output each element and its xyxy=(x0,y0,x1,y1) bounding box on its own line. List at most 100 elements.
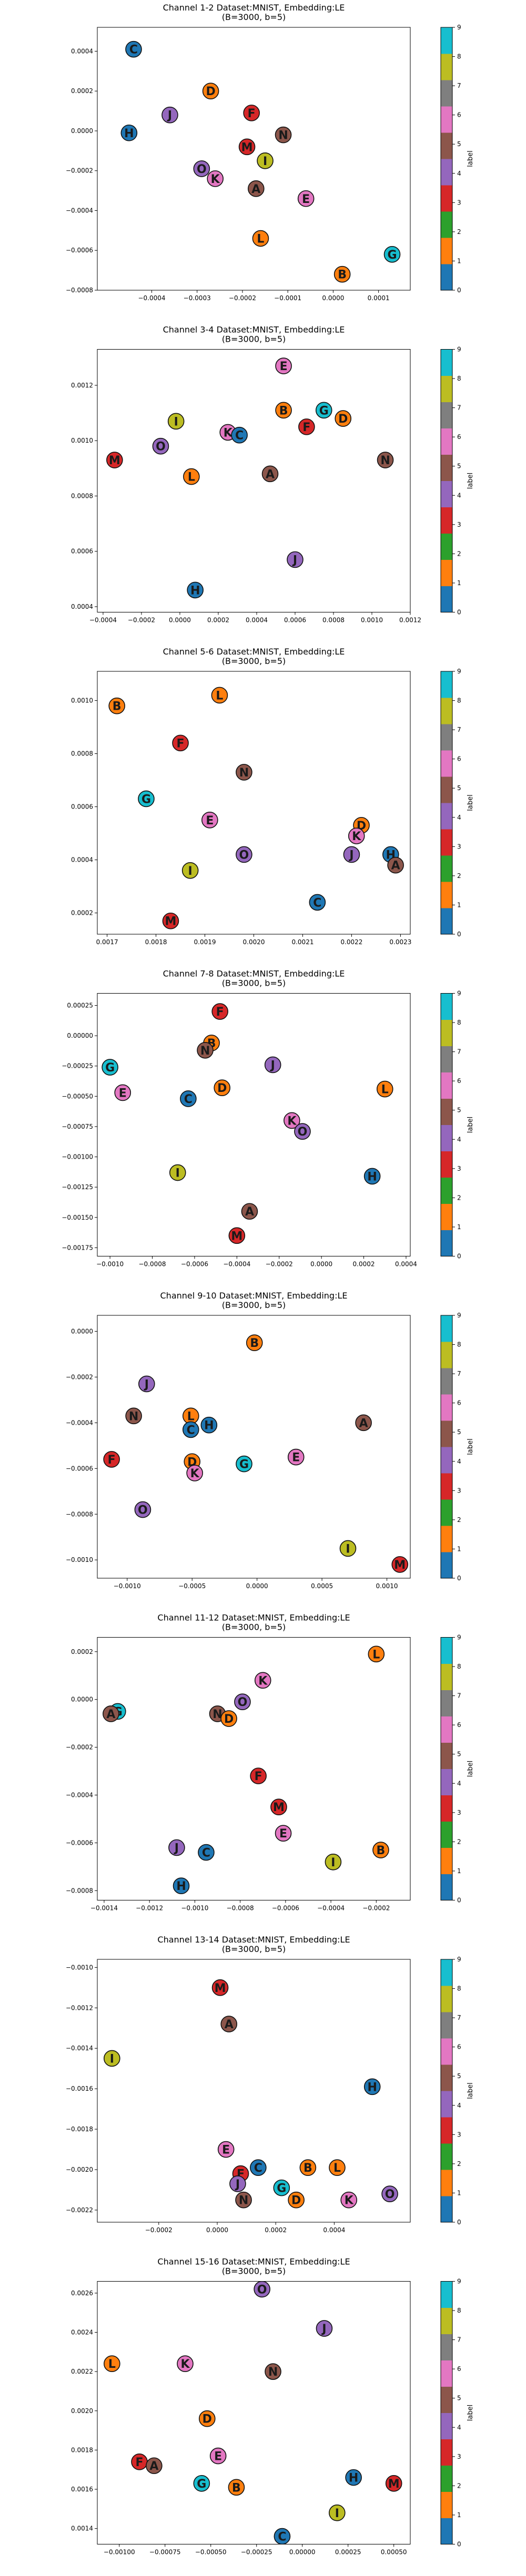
point-label: M xyxy=(231,1230,242,1243)
y-tick-label: 0.0020 xyxy=(71,2407,93,2415)
point-marker xyxy=(202,83,219,100)
x-tick-label: 0.0004 xyxy=(246,617,268,624)
point-marker xyxy=(134,1501,151,1518)
colorbar-segment xyxy=(441,375,452,402)
scatter-point: O xyxy=(152,437,169,455)
colorbar: 0 1 2 3 4 5 6 7 8 9 label xyxy=(440,2278,474,2548)
y-tick-label: −0.0004 xyxy=(66,1419,93,1426)
point-label: A xyxy=(245,1205,254,1219)
y-tick-label: 0.0012 xyxy=(71,382,93,389)
colorbar-segment xyxy=(441,2170,452,2196)
colorbar-segment xyxy=(441,454,452,481)
colorbar-segment xyxy=(441,211,452,238)
x-tick-label: −0.00075 xyxy=(149,2549,181,2556)
scatter-point: H xyxy=(363,2078,381,2095)
colorbar-segment xyxy=(441,882,452,908)
colorbar-segment xyxy=(441,2038,452,2065)
scatter-point: N xyxy=(197,1041,214,1059)
colorbar-tick-label: 0 xyxy=(457,1575,461,1582)
point-label: I xyxy=(346,1542,350,1556)
colorbar-tick-label: 4 xyxy=(457,814,461,821)
colorbar-tick-label: 7 xyxy=(457,1370,461,1377)
colorbar: 0 1 2 3 4 5 6 7 8 9 label xyxy=(440,990,474,1260)
point-marker xyxy=(372,1842,389,1858)
point-label: H xyxy=(190,584,200,597)
scatter-point: D xyxy=(335,410,352,427)
colorbar-segment xyxy=(441,1821,452,1848)
scatter-point: K xyxy=(254,1672,271,1689)
point-marker xyxy=(339,1540,357,1557)
point-label: O xyxy=(197,163,207,176)
colorbar-segment xyxy=(441,1447,452,1474)
point-marker xyxy=(198,1844,215,1861)
x-tick-label: 0.0008 xyxy=(322,617,345,624)
colorbar-label: label xyxy=(467,1761,474,1777)
y-tick-label: −0.00100 xyxy=(62,1153,93,1161)
scatter-point: O xyxy=(294,1123,311,1140)
colorbar-segment xyxy=(441,2091,452,2118)
point-marker xyxy=(294,1123,311,1140)
colorbar-tick-label: 1 xyxy=(457,579,461,587)
x-tick-label: −0.0004 xyxy=(89,617,117,624)
point-label: E xyxy=(214,2450,222,2463)
colorbar-segment xyxy=(441,2281,452,2308)
scatter-point: K xyxy=(284,1112,300,1129)
scatter-point: K xyxy=(177,2355,194,2373)
point-label: J xyxy=(174,1842,179,1855)
colorbar-segment xyxy=(441,559,452,586)
chart-title-line: (B=3000, b=5) xyxy=(222,12,286,22)
colorbar-segment xyxy=(441,2117,452,2144)
colorbar-tick-label: 2 xyxy=(457,1516,461,1524)
scatter-point: J xyxy=(229,2175,246,2192)
colorbar-segment xyxy=(441,908,452,935)
colorbar-tick-label: 5 xyxy=(457,140,461,148)
point-label: M xyxy=(215,1982,226,1995)
point-label: E xyxy=(292,1451,300,1465)
point-label: M xyxy=(109,454,120,467)
y-tick-label: 0.00000 xyxy=(67,1032,93,1039)
scatter-point: N xyxy=(265,2363,281,2380)
colorbar-segment xyxy=(441,2196,452,2223)
y-tick-label: −0.00125 xyxy=(62,1183,93,1191)
colorbar-segment xyxy=(441,533,452,560)
point-label: E xyxy=(302,193,310,206)
point-label: L xyxy=(257,233,264,246)
colorbar-tick-label: 2 xyxy=(457,228,461,236)
y-tick-label: 0.0004 xyxy=(71,856,93,864)
point-marker xyxy=(114,1084,132,1101)
point-marker xyxy=(264,1056,281,1074)
point-marker xyxy=(220,2016,238,2032)
y-tick-label: −0.0020 xyxy=(66,2166,93,2173)
colorbar-segment xyxy=(441,2143,452,2170)
point-marker xyxy=(181,862,199,879)
scatter-point: J xyxy=(316,2320,333,2337)
colorbar-tick-label: 3 xyxy=(457,2131,461,2138)
point-marker xyxy=(275,1825,292,1842)
colorbar-tick-label: 4 xyxy=(457,2102,461,2109)
x-tick-label: 0.0000 xyxy=(206,2226,228,2234)
y-tick-label: −0.0002 xyxy=(66,167,93,175)
x-tick-label: −0.0002 xyxy=(229,294,256,302)
point-marker xyxy=(125,1407,142,1425)
scatter-point: F xyxy=(298,418,315,435)
point-label: H xyxy=(124,127,134,140)
colorbar-frame xyxy=(440,1959,453,2223)
point-label: C xyxy=(278,2531,286,2544)
point-marker xyxy=(146,2457,163,2475)
point-marker xyxy=(343,846,360,863)
point-label: H xyxy=(176,1880,186,1893)
chart-title-line: Channel 9-10 Dataset:MNIST, Embedding:LE xyxy=(160,1291,348,1301)
point-label: A xyxy=(106,1708,115,1721)
point-marker xyxy=(197,1041,214,1059)
scatter-point: I xyxy=(169,1164,186,1181)
scatter-point: B xyxy=(275,402,292,419)
point-marker xyxy=(238,138,256,156)
y-tick-label: 0.0010 xyxy=(71,697,93,704)
point-marker xyxy=(287,1448,305,1466)
x-tick-label: 0.0000 xyxy=(169,617,191,624)
scatter-point: B xyxy=(108,697,125,714)
colorbar-tick-label: 5 xyxy=(457,1107,461,1114)
